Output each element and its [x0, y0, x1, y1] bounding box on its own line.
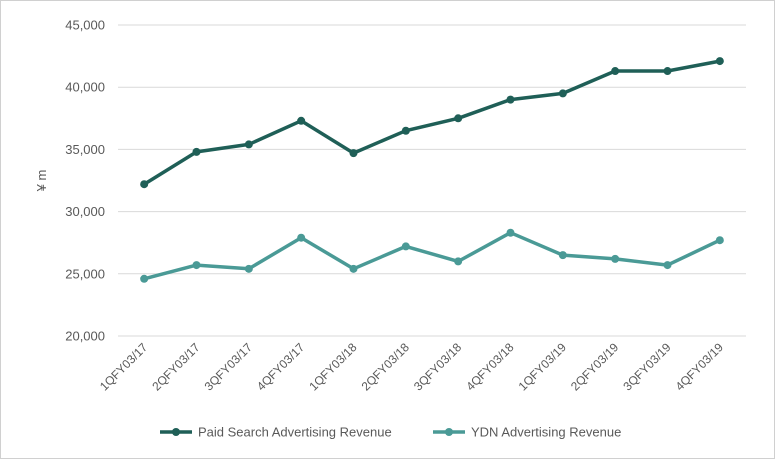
- x-tick-label: 2QFY03/17: [149, 340, 203, 394]
- legend-marker: [172, 428, 180, 436]
- series-lines: [140, 57, 724, 283]
- data-point: [663, 67, 672, 76]
- x-tick-label: 3QFY03/19: [620, 340, 674, 394]
- data-point: [558, 89, 567, 98]
- data-point: [611, 67, 620, 76]
- data-point: [192, 261, 201, 270]
- data-point: [715, 236, 724, 245]
- data-point: [140, 274, 149, 283]
- data-point: [454, 114, 463, 123]
- y-axis-label: ¥ m: [34, 170, 49, 193]
- data-point: [506, 228, 515, 237]
- data-point: [401, 242, 410, 251]
- data-point: [349, 149, 358, 158]
- x-tick-label: 1QFY03/18: [306, 340, 360, 394]
- legend: Paid Search Advertising Revenue YDN Adver…: [160, 425, 621, 440]
- legend-item: YDN Advertising Revenue: [433, 425, 621, 440]
- series-line: [142, 59, 722, 186]
- x-tick-label: 4QFY03/18: [463, 340, 517, 394]
- y-tick-label: 25,000: [65, 266, 105, 281]
- data-point: [715, 57, 724, 66]
- legend-label: Paid Search Advertising Revenue: [198, 425, 392, 440]
- x-tick-label: 3QFY03/17: [202, 340, 256, 394]
- data-point: [244, 140, 253, 149]
- data-point: [244, 264, 253, 273]
- data-point: [297, 116, 306, 125]
- y-tick-label: 20,000: [65, 329, 105, 344]
- y-tick-label: 40,000: [65, 80, 105, 95]
- data-point: [558, 251, 567, 260]
- x-tick-label: 4QFY03/19: [673, 340, 727, 394]
- data-point: [349, 264, 358, 273]
- data-point: [454, 257, 463, 266]
- legend-marker: [445, 428, 453, 436]
- x-tick-label: 4QFY03/17: [254, 340, 308, 394]
- data-point: [401, 126, 410, 135]
- y-tick-label: 35,000: [65, 142, 105, 157]
- data-point: [611, 254, 620, 263]
- x-axis-tick-labels: 1QFY03/17 2QFY03/17 3QFY03/17 4QFY03/17 1QFY…: [97, 340, 726, 394]
- data-point: [192, 147, 201, 156]
- series-2: [140, 228, 724, 283]
- x-tick-label: 2QFY03/18: [359, 340, 413, 394]
- x-tick-label: 2QFY03/19: [568, 340, 622, 394]
- y-axis-tick-labels: 20,000 25,000 30,000 35,000 40,000 45,000: [65, 18, 105, 344]
- y-tick-label: 30,000: [65, 204, 105, 219]
- x-tick-label: 1QFY03/19: [516, 340, 570, 394]
- y-tick-label: 45,000: [65, 18, 105, 33]
- data-point: [140, 180, 149, 189]
- data-point: [663, 261, 672, 270]
- legend-label: YDN Advertising Revenue: [471, 425, 621, 440]
- series-line: [142, 230, 722, 281]
- x-tick-label: 3QFY03/18: [411, 340, 465, 394]
- legend-item: Paid Search Advertising Revenue: [160, 425, 392, 440]
- series-1: [140, 57, 724, 189]
- x-tick-label: 1QFY03/17: [97, 340, 151, 394]
- data-point: [506, 95, 515, 104]
- data-point: [297, 233, 306, 242]
